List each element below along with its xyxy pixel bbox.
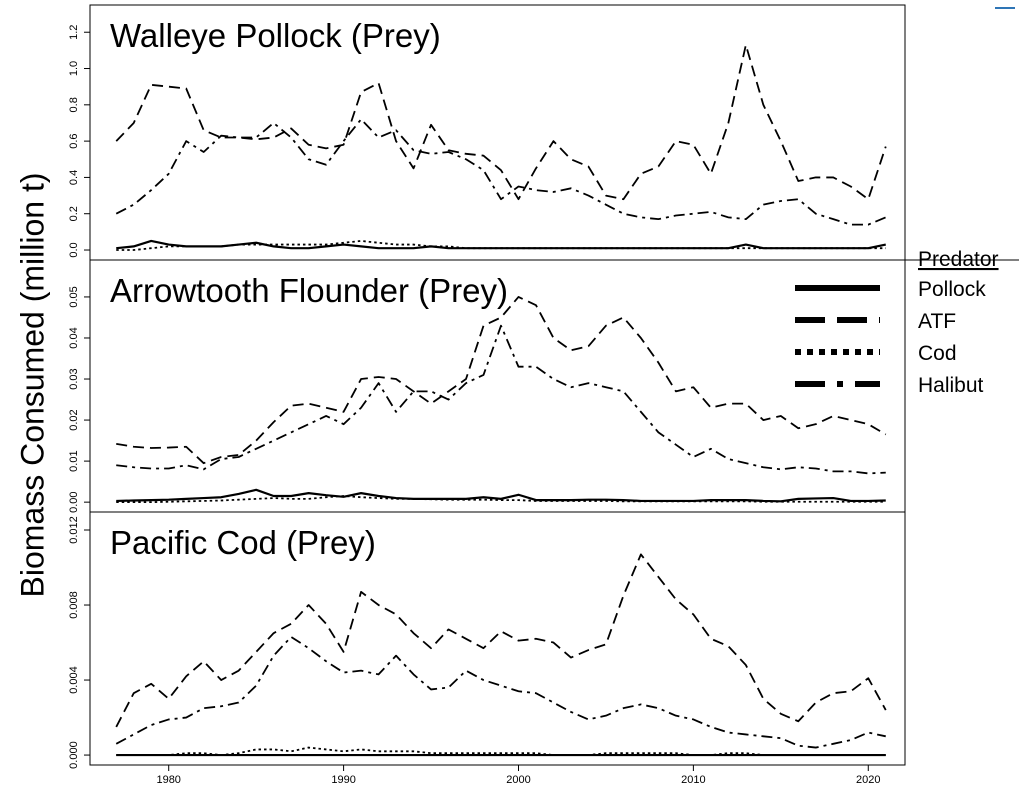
- y-tick-label: 0.04: [68, 327, 80, 348]
- y-tick-label: 0.012: [68, 516, 80, 544]
- y-tick-label: 0.008: [68, 591, 80, 619]
- series-line: [116, 495, 886, 504]
- legend-label: Cod: [918, 342, 957, 365]
- panel-title: Arrowtooth Flounder (Prey): [110, 272, 508, 309]
- y-tick-label: 0.00: [68, 491, 80, 512]
- x-tick-label: 2000: [506, 774, 530, 786]
- x-tick-label: 1990: [331, 774, 355, 786]
- y-tick-label: 0.01: [68, 450, 80, 471]
- y-tick-label: 0.0: [68, 242, 80, 257]
- legend-label: Halibut: [918, 374, 984, 397]
- y-tick-label: 0.4: [68, 170, 80, 185]
- series-line: [116, 488, 886, 503]
- y-tick-label: 1.2: [68, 25, 80, 40]
- plot-frame: [89, 511, 906, 766]
- legend-label: Pollock: [918, 278, 986, 301]
- y-axis-label: Biomass Consumed (million t): [14, 172, 50, 597]
- y-tick-label: 0.6: [68, 133, 80, 148]
- y-tick-label: 0.004: [68, 666, 80, 694]
- y-tick-label: 0.2: [68, 206, 80, 221]
- series-line: [115, 118, 887, 226]
- x-tick-label: 2020: [856, 774, 880, 786]
- y-tick-label: 0.000: [68, 741, 80, 769]
- y-tick-label: 0.8: [68, 97, 80, 112]
- series-line: [116, 746, 886, 756]
- series-line: [115, 553, 887, 728]
- y-tick-label: 0.03: [68, 368, 80, 389]
- panel-title: Pacific Cod (Prey): [110, 524, 376, 561]
- x-tick-label: 1980: [156, 774, 180, 786]
- y-tick-label: 1.0: [68, 61, 80, 76]
- y-tick-label: 0.05: [68, 286, 80, 307]
- x-tick-label: 2010: [681, 774, 705, 786]
- series-line: [115, 636, 886, 749]
- series-line: [115, 44, 887, 201]
- series-line: [116, 240, 886, 251]
- series-line: [116, 296, 887, 465]
- legend-title: Predator: [918, 248, 999, 271]
- legend-label: ATF: [918, 310, 956, 333]
- panel-title: Walleye Pollock (Prey): [110, 17, 441, 54]
- series-line: [116, 324, 886, 475]
- y-tick-label: 0.02: [68, 409, 80, 430]
